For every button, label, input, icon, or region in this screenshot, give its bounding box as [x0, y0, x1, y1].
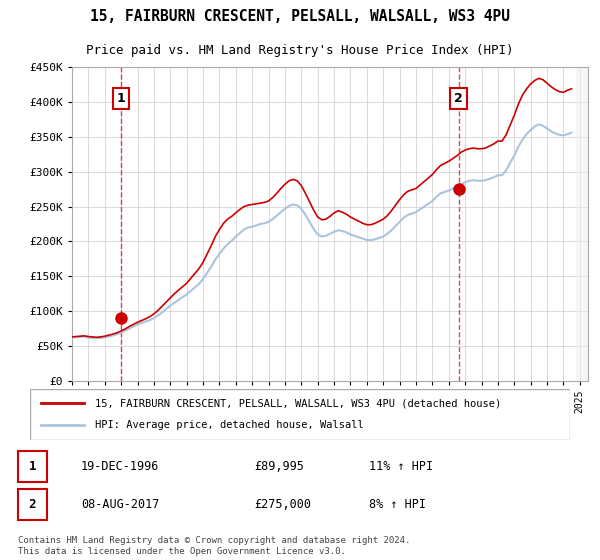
Text: 08-AUG-2017: 08-AUG-2017	[81, 498, 160, 511]
Bar	[576, 67, 588, 381]
FancyBboxPatch shape	[18, 489, 47, 520]
Text: 11% ↑ HPI: 11% ↑ HPI	[369, 460, 433, 473]
Text: 8% ↑ HPI: 8% ↑ HPI	[369, 498, 426, 511]
Text: 19-DEC-1996: 19-DEC-1996	[81, 460, 160, 473]
Text: 2: 2	[28, 498, 36, 511]
Text: 2: 2	[454, 92, 463, 105]
Bar	[576, 67, 588, 381]
Text: 1: 1	[28, 460, 36, 473]
Text: Contains HM Land Registry data © Crown copyright and database right 2024.
This d: Contains HM Land Registry data © Crown c…	[18, 536, 410, 556]
Text: Price paid vs. HM Land Registry's House Price Index (HPI): Price paid vs. HM Land Registry's House …	[86, 44, 514, 57]
FancyBboxPatch shape	[18, 451, 47, 482]
Text: £89,995: £89,995	[254, 460, 304, 473]
Text: HPI: Average price, detached house, Walsall: HPI: Average price, detached house, Wals…	[95, 421, 364, 431]
Text: 15, FAIRBURN CRESCENT, PELSALL, WALSALL, WS3 4PU: 15, FAIRBURN CRESCENT, PELSALL, WALSALL,…	[90, 10, 510, 24]
Text: £275,000: £275,000	[254, 498, 311, 511]
Text: 1: 1	[116, 92, 125, 105]
Text: 15, FAIRBURN CRESCENT, PELSALL, WALSALL, WS3 4PU (detached house): 15, FAIRBURN CRESCENT, PELSALL, WALSALL,…	[95, 398, 501, 408]
FancyBboxPatch shape	[30, 389, 570, 440]
